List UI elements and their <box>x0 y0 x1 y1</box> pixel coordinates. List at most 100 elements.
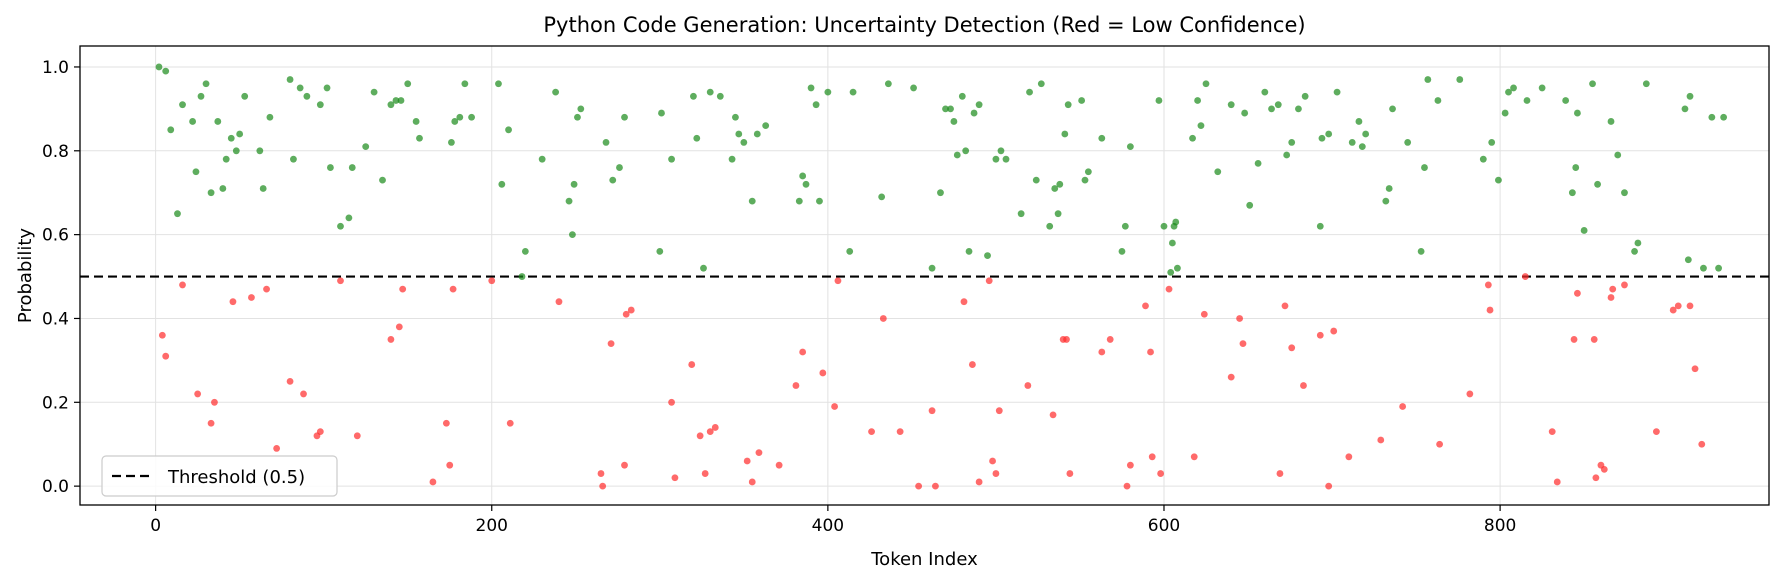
high-confidence-point <box>962 147 970 155</box>
high-confidence-point <box>1479 155 1487 163</box>
high-confidence-point <box>1385 185 1393 192</box>
high-confidence-point <box>1254 159 1262 167</box>
high-confidence-point <box>1594 180 1601 188</box>
high-confidence-point <box>303 92 311 100</box>
low-confidence-point <box>743 457 751 465</box>
high-confidence-point <box>259 185 267 192</box>
high-confidence-point <box>1026 88 1033 96</box>
low-confidence-point <box>555 298 563 306</box>
low-confidence-point <box>1590 336 1598 343</box>
low-confidence-point <box>995 407 1003 415</box>
low-confidence-point <box>399 285 407 293</box>
high-confidence-point <box>518 273 526 280</box>
y-tick-label: 0.0 <box>42 477 69 497</box>
high-confidence-point <box>1167 268 1175 276</box>
high-confidence-point <box>1631 247 1638 255</box>
low-confidence-point <box>711 424 719 431</box>
high-confidence-point <box>362 143 370 151</box>
low-confidence-point <box>1674 302 1682 310</box>
y-tick-label: 0.8 <box>42 142 69 162</box>
low-confidence-point <box>1345 453 1353 461</box>
high-confidence-point <box>807 84 815 92</box>
high-confidence-point <box>1681 105 1689 113</box>
high-confidence-point <box>1002 155 1010 163</box>
high-confidence-point <box>812 101 820 109</box>
low-confidence-point <box>162 352 170 360</box>
high-confidence-point <box>1684 256 1692 264</box>
low-confidence-point <box>1570 336 1578 343</box>
low-confidence-point <box>792 382 800 389</box>
low-confidence-point <box>960 298 968 306</box>
low-confidence-point <box>1236 315 1244 322</box>
low-confidence-point <box>1592 474 1600 482</box>
data-points <box>155 63 1728 490</box>
low-confidence-point <box>985 277 993 285</box>
high-confidence-point <box>1098 134 1106 142</box>
high-confidence-point <box>937 189 944 197</box>
low-confidence-point <box>263 285 270 293</box>
high-confidence-point <box>656 247 664 255</box>
high-confidence-point <box>816 197 823 205</box>
low-confidence-point <box>775 461 783 469</box>
high-confidence-point <box>609 176 617 184</box>
high-confidence-point <box>1316 222 1324 230</box>
y-axis-label: Probability <box>15 228 36 323</box>
low-confidence-point <box>1330 327 1338 335</box>
high-confidence-point <box>404 80 412 88</box>
low-confidence-point <box>748 478 756 486</box>
low-confidence-point <box>896 428 904 436</box>
high-confidence-point <box>950 118 958 125</box>
high-confidence-point <box>1574 109 1581 117</box>
high-confidence-point <box>748 197 756 205</box>
high-confidence-point <box>456 113 464 121</box>
high-confidence-point <box>928 264 936 272</box>
high-confidence-point <box>461 80 469 88</box>
low-confidence-point <box>928 407 936 415</box>
low-confidence-point <box>688 361 696 368</box>
low-confidence-point <box>1399 403 1407 410</box>
high-confidence-point <box>1056 180 1064 188</box>
low-confidence-point <box>597 470 605 477</box>
low-confidence-point <box>158 331 166 339</box>
low-confidence-point <box>1621 281 1628 289</box>
low-confidence-point <box>1300 382 1307 389</box>
high-confidence-point <box>1417 247 1425 255</box>
low-confidence-point <box>1377 436 1385 444</box>
high-confidence-point <box>569 231 576 239</box>
low-confidence-point <box>1669 306 1677 314</box>
high-confidence-point <box>1084 168 1092 176</box>
high-confidence-point <box>290 155 297 163</box>
high-confidence-point <box>1081 176 1089 184</box>
high-confidence-point <box>498 180 506 188</box>
high-confidence-point <box>379 176 386 184</box>
high-confidence-point <box>174 210 181 218</box>
low-confidence-point <box>1486 306 1494 314</box>
high-confidence-point <box>1562 97 1570 104</box>
high-confidence-point <box>387 101 395 109</box>
high-confidence-point <box>1194 97 1201 104</box>
high-confidence-point <box>1325 130 1333 138</box>
low-confidence-point <box>1316 331 1324 339</box>
high-confidence-point <box>1708 113 1716 121</box>
high-confidence-point <box>1358 143 1366 151</box>
high-confidence-point <box>795 197 803 205</box>
high-confidence-point <box>965 247 973 255</box>
high-confidence-point <box>202 80 210 88</box>
high-confidence-point <box>1614 151 1622 159</box>
high-confidence-point <box>716 92 724 100</box>
low-confidence-point <box>286 377 294 385</box>
low-confidence-point <box>696 432 704 440</box>
high-confidence-point <box>878 193 886 201</box>
low-confidence-point <box>1653 428 1660 436</box>
high-confidence-point <box>236 130 244 138</box>
high-confidence-point <box>370 88 378 96</box>
high-confidence-point <box>910 84 917 92</box>
legend-entry-threshold: Threshold (0.5) <box>167 467 305 488</box>
high-confidence-point <box>1051 185 1059 192</box>
high-confidence-point <box>958 92 966 100</box>
low-confidence-point <box>868 428 875 436</box>
low-confidence-point <box>834 277 842 285</box>
high-confidence-point <box>1301 92 1309 100</box>
high-confidence-point <box>1523 97 1531 104</box>
low-confidence-point <box>668 398 675 406</box>
